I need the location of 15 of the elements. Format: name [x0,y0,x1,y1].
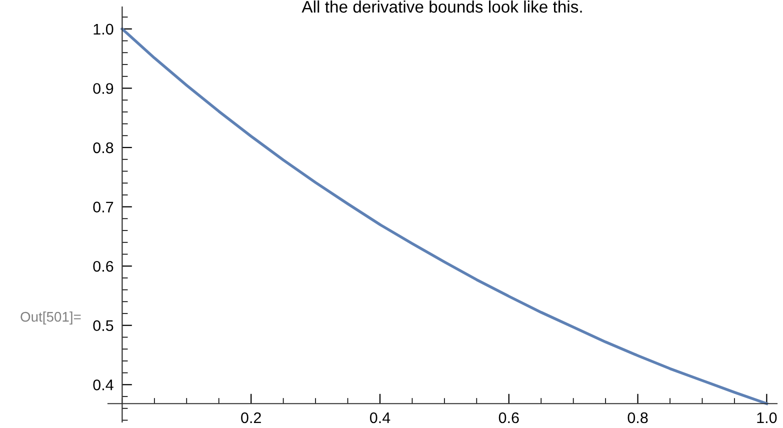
y-tick-label: 0.6 [93,260,114,272]
y-tick-label: 0.7 [93,202,114,212]
chart-title: All the derivative bounds look like this. [302,0,582,13]
text: Out[501]= [20,312,81,324]
line-series [120,28,768,406]
y-tick-label: 0.4 [93,380,114,390]
x-tick-label: 0.8 [628,412,648,424]
x-tick-label: 1.0 [757,412,777,424]
y-tick-label: 0.8 [93,142,114,154]
y-tick-label: 0.9 [93,83,114,94]
x-tick-label: 0.6 [498,412,519,424]
x-tick-label: 0.2 [241,412,261,424]
y-tick-label: 0.5 [93,320,114,332]
y-tick-label: 1.0 [94,24,114,35]
x-tick-label: 0.4 [370,412,390,424]
